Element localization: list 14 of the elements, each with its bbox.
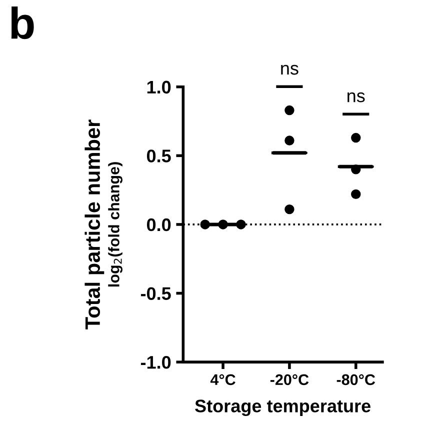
text: b bbox=[11, 6, 34, 40]
y-tick-label: -0.5 bbox=[140, 287, 171, 300]
x-axis-title: Storage temperature bbox=[195, 400, 370, 416]
y-tick-label: 0.0 bbox=[146, 218, 171, 232]
text: log$_{2}$(fold change) bbox=[108, 162, 122, 286]
x-tick-label: 4°C bbox=[210, 374, 236, 386]
x-tick-label: -80°C bbox=[336, 374, 376, 386]
y-tick-label: -1.0 bbox=[140, 356, 171, 369]
y-tick-label: 0.5 bbox=[146, 150, 171, 162]
y-tick-label: 1.0 bbox=[147, 80, 171, 94]
y-axis-title: Total particle number bbox=[84, 120, 104, 330]
annotation: ns bbox=[348, 92, 365, 102]
annotation: ns bbox=[281, 64, 298, 75]
x-tick-label: -20°C bbox=[270, 374, 309, 386]
